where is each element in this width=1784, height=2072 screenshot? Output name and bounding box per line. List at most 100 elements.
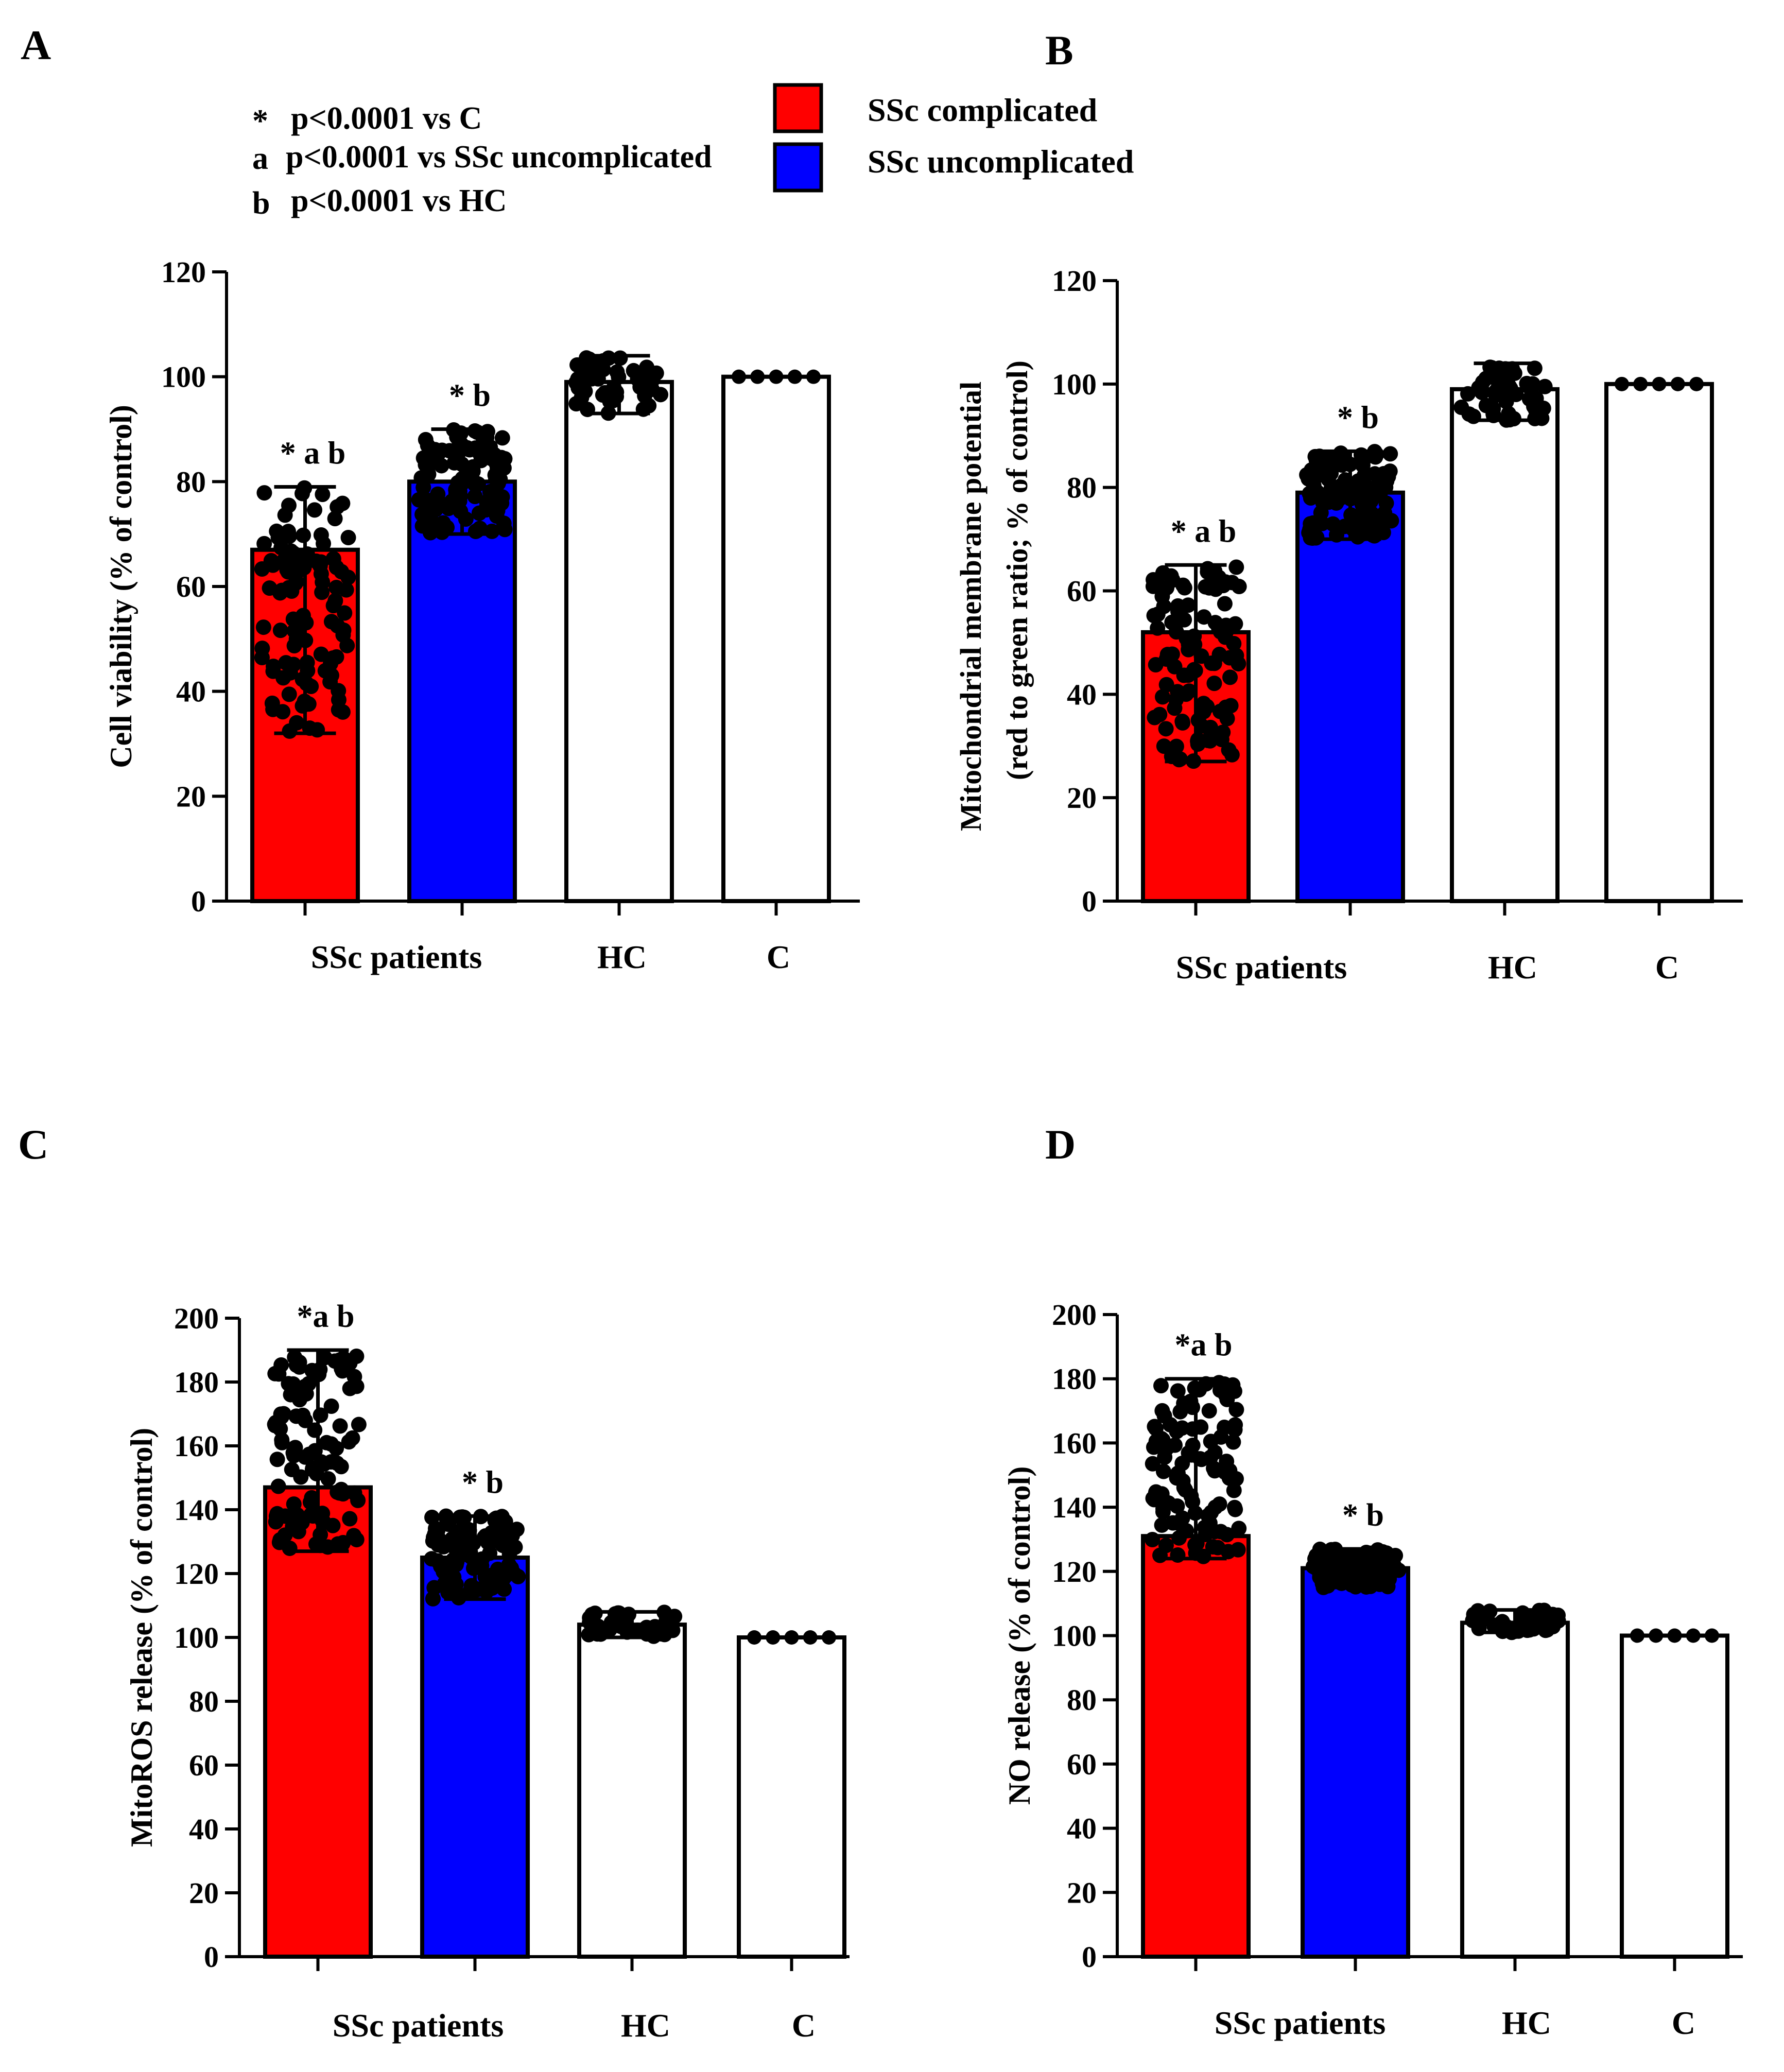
data-point [1152,1547,1168,1563]
significance-annotation: * b [1337,400,1379,435]
y-tick-label: 200 [1052,1298,1097,1332]
data-point [784,1630,799,1645]
data-point [1521,1613,1537,1629]
data-point [1219,1527,1235,1543]
y-tick-label: 40 [1067,678,1097,711]
data-point [282,528,298,544]
data-point [414,518,430,534]
data-point [1163,568,1179,584]
data-point [639,359,655,375]
data-point [1147,1419,1163,1435]
x-group-label: SSc patients [311,939,482,975]
data-point [1302,522,1318,538]
panel-letter-d: D [1045,1121,1076,1168]
x-group-label: C [767,939,790,975]
data-point [284,552,300,568]
data-point [1307,448,1323,464]
data-point [1528,390,1544,406]
data-point [1196,1548,1211,1564]
bar-ssc-complicated [1141,1534,1251,1959]
data-point [1185,1400,1201,1415]
data-point [1358,1574,1374,1590]
data-point [254,641,270,657]
data-point [315,487,331,503]
bar-ssc-uncomplicated [407,479,517,903]
data-point [570,373,586,389]
data-point [448,486,464,502]
data-point [1162,1417,1178,1433]
data-point [1356,468,1372,484]
y-tick-label: 20 [1067,1876,1097,1909]
data-point [593,1626,609,1642]
data-point [1158,580,1174,596]
data-point [482,1545,498,1561]
data-point [333,1481,349,1497]
y-tick-label: 60 [1067,575,1097,608]
data-point [1170,1547,1186,1563]
x-group-label: SSc patients [1215,2005,1386,2041]
data-point [418,457,434,473]
data-point [269,1452,285,1467]
data-point [1170,1465,1186,1481]
data-point [1315,495,1331,511]
data-point [1465,1613,1481,1629]
data-point [277,507,293,523]
panel-d: 0 20 40 60 80 100 120 140 160 180 200 SSc patients H… [1002,1298,1743,2041]
bar-c [1620,1633,1729,1959]
data-point [337,605,353,621]
note-symbol-3: b [252,186,270,221]
data-point [430,1537,446,1553]
data-point [732,369,746,384]
data-point [1478,371,1494,387]
data-point [295,671,310,687]
data-point [1159,647,1175,663]
data-point [1303,473,1319,489]
data-point [1488,387,1504,403]
y-tick-label: 20 [1067,781,1097,815]
data-point [806,369,821,384]
significance-annotation: * b [449,378,491,413]
data-point [1155,689,1170,705]
x-group-label: C [1655,949,1679,986]
data-points [1615,376,1704,391]
data-point [1207,1444,1223,1460]
legend-swatch-uncomplicated [773,142,823,193]
data-point [467,489,483,505]
data-point [1630,1628,1644,1643]
data-point [313,646,329,662]
y-tick-label: 100 [1052,1619,1097,1653]
data-point [476,1529,492,1545]
data-point [822,1630,836,1645]
data-point [285,1376,301,1392]
y-tick-label: 100 [1052,368,1097,401]
data-point [1217,596,1233,612]
y-tick-label: 100 [161,360,206,394]
data-point [496,515,512,531]
data-point [274,1435,290,1451]
data-point [569,357,585,373]
data-point [325,551,341,567]
data-point [1148,657,1164,673]
data-point [1196,696,1211,712]
data-point [1304,462,1320,478]
data-point [338,582,354,598]
data-point [1176,580,1192,596]
data-point [1667,1628,1682,1643]
data-point [1221,742,1237,758]
y-tick-label: 120 [1052,264,1097,298]
data-point [1705,1628,1719,1643]
data-point [494,489,510,505]
data-point [293,1469,309,1485]
data-point [787,369,802,384]
data-point [1383,513,1399,529]
data-point [335,495,351,511]
bar-hc [564,379,674,903]
data-point [308,553,324,569]
data-point [313,566,329,582]
y-tick-label: 0 [1082,885,1097,918]
data-point [467,476,483,492]
data-point [1228,1402,1244,1418]
data-point [1226,1499,1242,1515]
data-point [507,1539,523,1555]
x-group-label: SSc patients [333,2007,504,2044]
